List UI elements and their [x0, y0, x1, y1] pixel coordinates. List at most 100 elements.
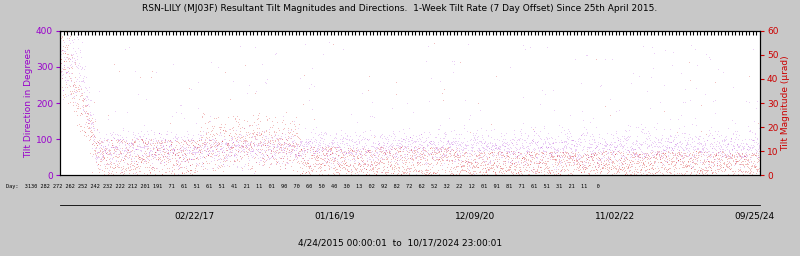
Point	[218, 125, 230, 129]
Point	[258, 141, 270, 145]
Point	[586, 155, 599, 159]
Point	[244, 153, 257, 157]
Point	[219, 156, 232, 160]
Point	[420, 160, 433, 164]
Point	[737, 147, 750, 151]
Point	[211, 166, 224, 170]
Point	[191, 139, 204, 143]
Point	[192, 150, 205, 154]
Point	[741, 162, 754, 166]
Point	[488, 146, 501, 150]
Point	[454, 164, 467, 168]
Point	[627, 140, 640, 144]
Point	[497, 143, 510, 147]
Point	[664, 151, 677, 155]
Point	[646, 155, 659, 159]
Point	[494, 152, 506, 156]
Point	[431, 155, 444, 159]
Point	[558, 154, 571, 158]
Point	[226, 145, 238, 150]
Point	[752, 167, 765, 171]
Point	[152, 155, 165, 159]
Point	[214, 156, 226, 160]
Point	[427, 41, 440, 45]
Point	[116, 138, 129, 142]
Point	[68, 80, 81, 84]
Point	[648, 159, 661, 163]
Point	[465, 160, 478, 164]
Point	[515, 141, 528, 145]
Point	[433, 172, 446, 176]
Point	[109, 154, 122, 158]
Point	[662, 162, 674, 166]
Point	[576, 160, 589, 164]
Point	[538, 169, 550, 173]
Point	[60, 70, 73, 74]
Point	[448, 152, 461, 156]
Point	[706, 173, 719, 177]
Point	[286, 140, 298, 144]
Point	[477, 137, 490, 141]
Point	[578, 173, 591, 177]
Point	[322, 147, 335, 151]
Point	[371, 142, 385, 146]
Point	[736, 162, 749, 166]
Point	[272, 133, 285, 137]
Point	[198, 142, 211, 146]
Point	[493, 157, 506, 161]
Point	[489, 142, 502, 146]
Point	[387, 132, 400, 136]
Point	[642, 135, 655, 140]
Point	[154, 141, 168, 145]
Point	[350, 168, 362, 172]
Point	[397, 169, 410, 174]
Point	[649, 135, 662, 139]
Point	[490, 146, 502, 150]
Point	[657, 172, 670, 176]
Point	[153, 131, 166, 135]
Point	[106, 156, 118, 160]
Point	[600, 156, 613, 161]
Point	[604, 148, 617, 152]
Point	[657, 143, 670, 147]
Point	[387, 165, 400, 169]
Point	[262, 132, 275, 136]
Point	[258, 138, 271, 142]
Point	[314, 162, 327, 166]
Point	[696, 160, 709, 164]
Point	[329, 165, 342, 169]
Point	[716, 150, 729, 154]
Point	[565, 154, 578, 158]
Point	[595, 159, 608, 164]
Point	[698, 151, 710, 155]
Point	[128, 172, 142, 176]
Point	[463, 113, 476, 117]
Point	[274, 145, 286, 149]
Point	[260, 114, 273, 118]
Point	[393, 166, 406, 170]
Point	[88, 135, 101, 139]
Point	[178, 158, 190, 163]
Point	[138, 132, 150, 136]
Point	[503, 160, 516, 164]
Point	[283, 150, 296, 154]
Point	[425, 138, 438, 143]
Point	[557, 150, 570, 154]
Point	[370, 151, 383, 155]
Point	[170, 158, 182, 162]
Point	[77, 106, 90, 111]
Point	[378, 150, 390, 154]
Point	[416, 156, 429, 160]
Point	[104, 152, 117, 156]
Point	[151, 147, 164, 151]
Point	[501, 151, 514, 155]
Point	[351, 137, 364, 141]
Point	[504, 165, 517, 169]
Point	[193, 138, 206, 142]
Point	[506, 137, 519, 141]
Point	[260, 148, 273, 152]
Point	[220, 141, 233, 145]
Point	[706, 155, 719, 159]
Point	[102, 171, 115, 175]
Point	[545, 152, 558, 156]
